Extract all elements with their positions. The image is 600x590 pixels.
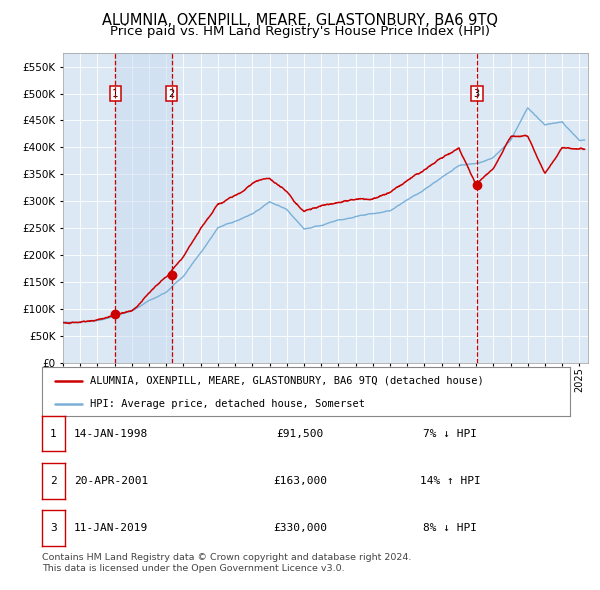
Text: 14% ↑ HPI: 14% ↑ HPI <box>419 476 481 486</box>
Text: 7% ↓ HPI: 7% ↓ HPI <box>423 429 477 438</box>
Text: 14-JAN-1998: 14-JAN-1998 <box>74 429 148 438</box>
Text: 1: 1 <box>112 88 118 99</box>
Text: Price paid vs. HM Land Registry's House Price Index (HPI): Price paid vs. HM Land Registry's House … <box>110 25 490 38</box>
Text: 11-JAN-2019: 11-JAN-2019 <box>74 523 148 533</box>
Text: 8% ↓ HPI: 8% ↓ HPI <box>423 523 477 533</box>
Text: 2: 2 <box>169 88 175 99</box>
Text: 1: 1 <box>50 429 57 438</box>
Text: £330,000: £330,000 <box>273 523 327 533</box>
Text: Contains HM Land Registry data © Crown copyright and database right 2024.
This d: Contains HM Land Registry data © Crown c… <box>42 553 412 573</box>
Text: 3: 3 <box>473 88 480 99</box>
Bar <box>115 53 172 363</box>
Text: £91,500: £91,500 <box>277 429 323 438</box>
Text: 20-APR-2001: 20-APR-2001 <box>74 476 148 486</box>
Text: HPI: Average price, detached house, Somerset: HPI: Average price, detached house, Some… <box>89 399 365 409</box>
Text: ALUMNIA, OXENPILL, MEARE, GLASTONBURY, BA6 9TQ: ALUMNIA, OXENPILL, MEARE, GLASTONBURY, B… <box>102 13 498 28</box>
Text: ALUMNIA, OXENPILL, MEARE, GLASTONBURY, BA6 9TQ (detached house): ALUMNIA, OXENPILL, MEARE, GLASTONBURY, B… <box>89 376 483 386</box>
Text: 2: 2 <box>50 476 57 486</box>
Text: 3: 3 <box>50 523 57 533</box>
Text: £163,000: £163,000 <box>273 476 327 486</box>
